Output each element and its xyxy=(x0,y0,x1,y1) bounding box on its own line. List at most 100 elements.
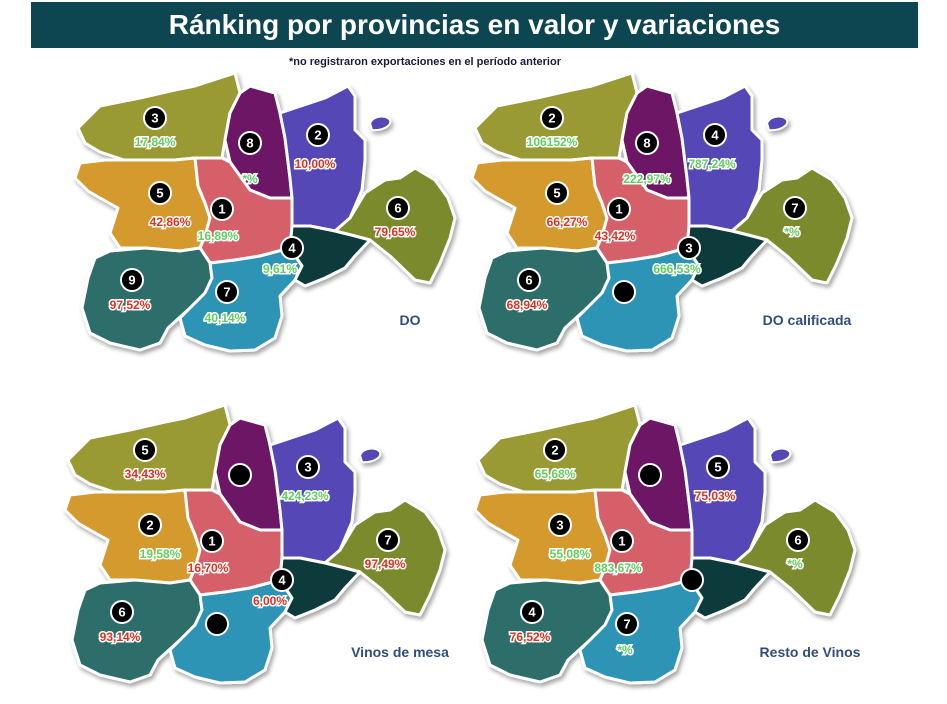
map-category-label: Vinos de mesa xyxy=(351,644,449,660)
rank-number-g: 6 xyxy=(525,273,532,288)
rank-number-f: 6 xyxy=(794,533,801,548)
map-category-label: DO xyxy=(400,312,421,328)
rank-circle-b xyxy=(238,131,262,155)
variation-pct-f: 97,49% xyxy=(365,557,406,571)
rank-circle-f xyxy=(786,528,810,552)
variation-pct-e: 43,42% xyxy=(595,229,636,243)
variation-pct-d: 42,86% xyxy=(150,215,191,229)
island-region xyxy=(765,115,789,132)
rank-number-g: 9 xyxy=(128,273,135,288)
island-region xyxy=(368,115,392,132)
rank-circle-i xyxy=(280,236,304,260)
variation-pct-e: 16,89% xyxy=(198,229,239,243)
rank-number-a: 5 xyxy=(141,443,148,458)
page-title: Ránking por provincias en valor y variac… xyxy=(168,9,781,40)
rank-circle-h xyxy=(612,280,636,304)
variation-pct-c: 424,23% xyxy=(281,489,329,503)
rank-number-d: 2 xyxy=(146,518,153,533)
rank-circle-b xyxy=(635,131,659,155)
rank-circle-c xyxy=(703,123,727,147)
map-svg: 5 34,43% 3 424,23% 2 19,58% 1 16,70% 7 97,49% 6 93,… xyxy=(63,403,449,685)
province-region-d xyxy=(63,488,202,585)
rank-number-i: 4 xyxy=(278,573,286,588)
map-svg: 2 106152% 8 222,97% 4 787,24% 5 66,27% 1 43,42% 7 *… xyxy=(470,71,854,353)
variation-pct-a: 34,43% xyxy=(125,467,166,481)
variation-pct-c: 75,03% xyxy=(695,489,736,503)
provinces-group xyxy=(63,403,447,685)
provinces-group xyxy=(470,71,854,353)
rank-circle-g xyxy=(520,600,544,624)
rank-number-d: 5 xyxy=(553,186,560,201)
variation-pct-e: 883,67% xyxy=(594,561,642,575)
rank-circle-i xyxy=(270,568,294,592)
rank-circle-d xyxy=(138,513,162,537)
map-resto-de-vinos: 2 65,68% 5 75,03% 3 55,08% 1 883,67% 6 *% 4 76,52% 7… xyxy=(470,400,870,700)
variation-pct-c: 10,00% xyxy=(295,157,336,171)
province-region-d xyxy=(470,156,609,253)
rank-circle-d xyxy=(548,513,572,537)
province-region-i xyxy=(278,556,362,620)
rank-number-e: 1 xyxy=(208,534,215,549)
provinces-group xyxy=(73,71,457,353)
variation-pct-b: 222,97% xyxy=(623,172,671,186)
rank-circle-b xyxy=(638,463,662,487)
rank-circle-g xyxy=(110,600,134,624)
rank-number-g: 4 xyxy=(528,605,536,620)
variation-pct-c: 787,24% xyxy=(688,157,736,171)
rank-circle-e xyxy=(610,529,634,553)
map-do: 3 17,84% 8 *% 2 10,00% 5 42,86% 1 16,89% 6 79,65% 9 9… xyxy=(70,68,470,368)
rank-circle-a xyxy=(543,438,567,462)
variation-pct-a: 106152% xyxy=(527,135,578,149)
rank-number-f: 6 xyxy=(394,201,401,216)
rank-circle-g xyxy=(120,268,144,292)
rank-number-e: 1 xyxy=(218,202,225,217)
rank-number-c: 4 xyxy=(711,128,719,143)
variation-pct-h: *% xyxy=(617,643,633,657)
rank-number-d: 5 xyxy=(156,186,163,201)
title-banner: Ránking por provincias en valor y variac… xyxy=(31,2,918,48)
province-region-i xyxy=(288,224,372,288)
province-region-d xyxy=(73,156,212,253)
variation-pct-h: 40,14% xyxy=(205,311,246,325)
rank-number-c: 3 xyxy=(304,460,311,475)
rank-circle-f xyxy=(376,528,400,552)
rank-number-c: 2 xyxy=(314,128,321,143)
rank-number-a: 2 xyxy=(548,111,555,126)
variation-pct-f: 79,65% xyxy=(375,225,416,239)
rank-circle-e xyxy=(607,197,631,221)
variation-pct-i: 6,00% xyxy=(253,594,287,608)
variation-pct-g: 93,14% xyxy=(100,630,141,644)
rank-circle-c xyxy=(296,455,320,479)
rank-number-c: 5 xyxy=(714,460,721,475)
rank-number-d: 3 xyxy=(556,518,563,533)
variation-pct-d: 66,27% xyxy=(547,215,588,229)
rank-circle-f xyxy=(386,196,410,220)
rank-number-h: 7 xyxy=(623,617,630,632)
rank-number-b: 8 xyxy=(246,136,253,151)
map-svg: 2 65,68% 5 75,03% 3 55,08% 1 883,67% 6 *% 4 76,52% 7… xyxy=(473,403,861,685)
rank-circle-h xyxy=(615,612,639,636)
map-do-calificada: 2 106152% 8 222,97% 4 787,24% 5 66,27% 1 43,42% 7 *… xyxy=(467,68,867,368)
variation-pct-e: 16,70% xyxy=(188,561,229,575)
variation-pct-i: 9,61% xyxy=(263,262,297,276)
island-region xyxy=(358,447,382,464)
rank-number-f: 7 xyxy=(791,201,798,216)
rank-circle-c xyxy=(706,455,730,479)
rank-circle-f xyxy=(783,196,807,220)
rank-number-i: 4 xyxy=(288,241,296,256)
rank-number-e: 1 xyxy=(618,534,625,549)
variation-pct-f: *% xyxy=(784,225,800,239)
rank-number-a: 2 xyxy=(551,443,558,458)
variation-pct-g: 68,94% xyxy=(507,298,548,312)
rank-number-g: 6 xyxy=(118,605,125,620)
rank-circle-e xyxy=(200,529,224,553)
variation-pct-g: 97,52% xyxy=(110,298,151,312)
rank-circle-i xyxy=(680,568,704,592)
rank-number-b: 8 xyxy=(643,136,650,151)
map-category-label: Resto de Vinos xyxy=(760,644,861,660)
island-region xyxy=(768,447,792,464)
rank-circle-a xyxy=(540,106,564,130)
rank-circle-a xyxy=(133,438,157,462)
rank-circle-i xyxy=(677,236,701,260)
rank-circle-d xyxy=(148,181,172,205)
